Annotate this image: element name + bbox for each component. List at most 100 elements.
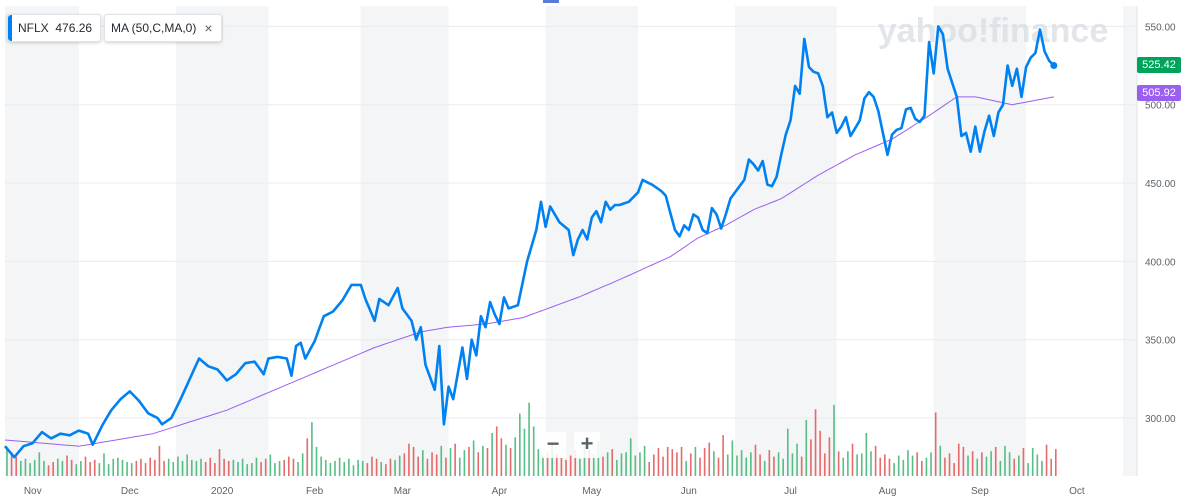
y-tick-label: 350.00: [1145, 336, 1176, 347]
x-tick-label: Feb: [306, 486, 324, 497]
volume-bar: [1036, 454, 1039, 476]
volume-bar: [805, 420, 808, 476]
volume-bar: [426, 458, 429, 476]
volume-bar: [417, 456, 419, 476]
volume-bar: [740, 450, 743, 476]
volume-bar: [329, 463, 332, 476]
volume-bar: [33, 459, 36, 476]
volume-bar: [976, 458, 979, 476]
volume-bar: [297, 462, 299, 476]
volume-bar: [546, 452, 549, 476]
volume-bar: [860, 453, 863, 476]
volume-bar: [680, 446, 683, 476]
volume-bar: [870, 451, 872, 476]
volume-bar: [648, 462, 651, 476]
volume-bar: [560, 457, 563, 476]
volume-bar: [435, 454, 438, 476]
volume-bar: [592, 454, 595, 476]
volume-bar: [449, 448, 452, 476]
volume-bar: [694, 446, 697, 476]
volume-bar: [421, 450, 424, 476]
volume-bar: [750, 452, 752, 476]
volume-bar: [495, 426, 498, 476]
volume-bar: [61, 460, 64, 476]
volume-bar: [634, 455, 637, 476]
volume-bar: [43, 460, 45, 476]
volume-bar: [828, 437, 831, 476]
month-band: [175, 6, 269, 476]
volume-bar: [440, 445, 443, 476]
volume-bar: [357, 459, 359, 476]
volume-bar: [639, 452, 641, 476]
volume-bar: [1013, 458, 1016, 476]
x-tick-label: Sep: [971, 486, 989, 497]
volume-bar: [879, 457, 882, 476]
volume-bar: [629, 438, 632, 476]
volume-bar: [657, 448, 660, 476]
volume-bar: [1018, 455, 1020, 476]
volume-bar: [990, 451, 992, 476]
volume-bar: [403, 453, 406, 476]
volume-bar: [754, 444, 757, 476]
volume-bar: [953, 463, 955, 476]
y-tick-label: 300.00: [1145, 414, 1176, 425]
volume-bar: [763, 460, 766, 476]
volume-bar: [278, 460, 281, 476]
y-tick-label: 450.00: [1145, 179, 1176, 190]
symbol-legend[interactable]: NFLX 476.26: [7, 14, 102, 42]
volume-bar: [126, 462, 128, 476]
volume-bar: [542, 455, 544, 476]
volume-bar: [195, 460, 198, 476]
volume-bar: [653, 454, 655, 476]
volume-bar: [523, 428, 526, 476]
volume-bar: [537, 449, 540, 476]
volume-bar: [823, 453, 826, 476]
volume-bar: [671, 449, 674, 476]
volume-bar: [1050, 458, 1052, 476]
volume-bar: [223, 458, 225, 476]
last-price-dot: [1050, 62, 1058, 70]
yahoo-finance-logo: yahoo!finance: [878, 12, 1108, 50]
volume-bar: [260, 462, 262, 476]
volume-bar: [288, 456, 290, 476]
volume-bar: [227, 460, 230, 476]
volume-bar: [777, 452, 780, 476]
volume-bar: [971, 451, 974, 476]
volume-bar: [643, 445, 646, 476]
volume-bar: [352, 465, 355, 476]
indicator-label: MA (50,C,MA,0): [111, 21, 197, 35]
volume-bar: [338, 457, 341, 476]
volume-bar: [597, 441, 600, 476]
volume-bar: [602, 456, 604, 476]
volume-bar: [269, 454, 272, 476]
volume-bar: [306, 438, 309, 476]
volume-bar: [320, 456, 322, 476]
volume-bar: [759, 454, 761, 476]
volume-bar: [787, 428, 789, 476]
volume-bar: [925, 457, 928, 476]
volume-bar: [509, 448, 512, 476]
volume-bar: [916, 452, 918, 476]
volume-bar: [66, 455, 68, 476]
volume-bar: [722, 435, 724, 476]
volume-bar: [500, 438, 503, 476]
volume-bar: [856, 454, 858, 476]
volume-bar: [689, 453, 692, 476]
volume-bar: [190, 459, 193, 476]
volume-bar: [107, 464, 110, 476]
x-tick-label: Apr: [492, 486, 508, 497]
zoom-in-button[interactable]: +: [574, 432, 600, 458]
indicator-legend[interactable]: MA (50,C,MA,0) ×: [104, 14, 222, 42]
zoom-out-button[interactable]: −: [540, 432, 566, 458]
x-tick-label: Oct: [1069, 486, 1085, 497]
volume-bar: [810, 439, 812, 476]
volume-bar: [911, 455, 914, 476]
close-icon[interactable]: ×: [204, 20, 213, 36]
y-tick-label: 550.00: [1145, 22, 1176, 33]
volume-bar: [768, 450, 771, 476]
x-tick-label: May: [582, 486, 601, 497]
price-line[interactable]: [4, 25, 1055, 459]
range-handle[interactable]: [543, 0, 559, 3]
volume-bar: [620, 453, 623, 476]
